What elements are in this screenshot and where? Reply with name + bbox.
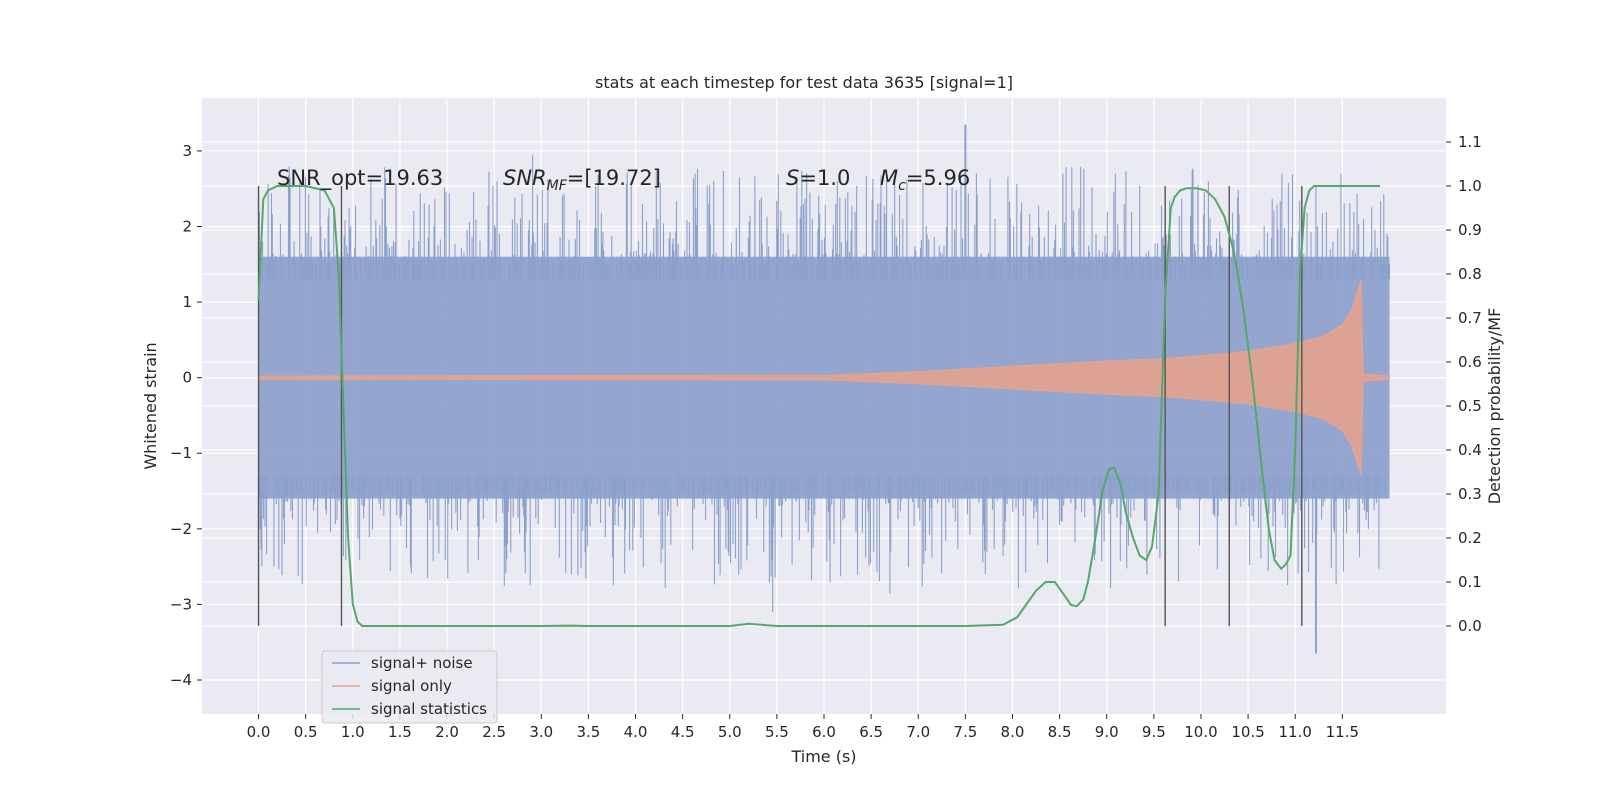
y-left-tick-label: −2	[170, 520, 192, 538]
x-tick-label: 6.5	[859, 723, 883, 741]
y-left-tick-label: 2	[182, 217, 192, 235]
x-tick-label: 3.0	[529, 723, 553, 741]
x-axis-label: Time (s)	[790, 747, 856, 766]
y-right-tick-label: 0.0	[1458, 617, 1482, 635]
y-right-tick-label: 0.2	[1458, 529, 1482, 547]
x-tick-label: 9.5	[1142, 723, 1166, 741]
y-right-tick-label: 1.1	[1458, 133, 1482, 151]
y-right-tick-label: 0.5	[1458, 397, 1482, 415]
legend: signal+ noise signal only signal statist…	[321, 650, 498, 724]
y-right-tick-label: 0.3	[1458, 485, 1482, 503]
x-tick-label: 1.5	[388, 723, 412, 741]
x-tick-label: 11.0	[1279, 723, 1312, 741]
x-tick-label: 5.0	[718, 723, 742, 741]
x-tick-label: 2.0	[435, 723, 459, 741]
vertical-markers	[257, 186, 1303, 626]
y-right-axis-ticks: 1.1 1.0 0.9 0.8 0.7 0.6 0.5 0.4 0.3 0.2 0.1 0.0	[1446, 133, 1482, 635]
y-right-tick-label: 0.7	[1458, 309, 1482, 327]
x-tick-label: 7.0	[906, 723, 930, 741]
x-tick-label: 0.5	[294, 723, 318, 741]
y-left-tick-label: 3	[182, 142, 192, 160]
annotation-snr-opt: SNR_opt=19.63	[277, 166, 443, 191]
y-right-tick-label: 0.4	[1458, 441, 1482, 459]
chart-title: stats at each timestep for test data 363…	[595, 73, 1013, 92]
annotation-snr-mf: SNRMF=[19.72]	[503, 166, 661, 194]
y-right-tick-label: 1.0	[1458, 177, 1482, 195]
x-tick-label: 4.5	[671, 723, 695, 741]
y-left-axis-label: Whitened strain	[141, 342, 160, 469]
legend-box	[321, 650, 498, 724]
y-right-tick-label: 0.8	[1458, 265, 1482, 283]
legend-label-signal-noise: signal+ noise	[371, 654, 473, 672]
y-right-tick-label: 0.6	[1458, 353, 1482, 371]
x-tick-label: 0.0	[247, 723, 271, 741]
x-tick-label: 1.0	[341, 723, 365, 741]
x-tick-label: 8.0	[1001, 723, 1025, 741]
x-tick-label: 4.0	[624, 723, 648, 741]
y-right-axis-label: Detection probability/MF	[1485, 308, 1504, 505]
legend-label-signal-only: signal only	[371, 677, 452, 695]
x-tick-label: 11.5	[1326, 723, 1359, 741]
chirp-envelope	[258, 279, 1390, 477]
statistics-line	[257, 185, 1380, 627]
y-right-tick-label: 0.1	[1458, 573, 1482, 591]
x-tick-label: 6.0	[812, 723, 836, 741]
x-tick-label: 7.5	[953, 723, 977, 741]
y-left-tick-label: 0	[182, 369, 192, 387]
y-left-tick-label: −1	[170, 444, 192, 462]
y-left-tick-label: −3	[170, 595, 192, 613]
y-left-tick-label: −4	[170, 671, 192, 689]
x-tick-label: 5.5	[765, 723, 789, 741]
annotations: SNR_opt=19.63 SNRMF=[19.72] S=1.0 Mc=5.9…	[277, 166, 970, 194]
series-signal-only	[258, 279, 1390, 477]
x-tick-label: 8.5	[1048, 723, 1072, 741]
x-tick-label: 3.5	[576, 723, 600, 741]
series-signal-statistics	[257, 185, 1380, 627]
x-axis-ticks: 0.0 0.5 1.0 1.5 2.0 2.5 3.0 3.5 4.0 4.5 5.0 5.5 6.0 6…	[247, 714, 1359, 741]
x-tick-label: 9.0	[1095, 723, 1119, 741]
annotation-mc: Mc=5.96	[880, 166, 970, 194]
x-tick-label: 10.0	[1184, 723, 1217, 741]
x-tick-label: 10.5	[1231, 723, 1264, 741]
x-tick-label: 2.5	[482, 723, 506, 741]
y-right-tick-label: 0.9	[1458, 221, 1482, 239]
y-left-tick-label: 1	[182, 293, 192, 311]
y-left-axis-ticks: 3 2 1 0 −1 −2 −3 −4	[170, 142, 202, 689]
legend-label-signal-statistics: signal statistics	[371, 700, 487, 718]
annotation-s: S=1.0	[786, 166, 850, 190]
